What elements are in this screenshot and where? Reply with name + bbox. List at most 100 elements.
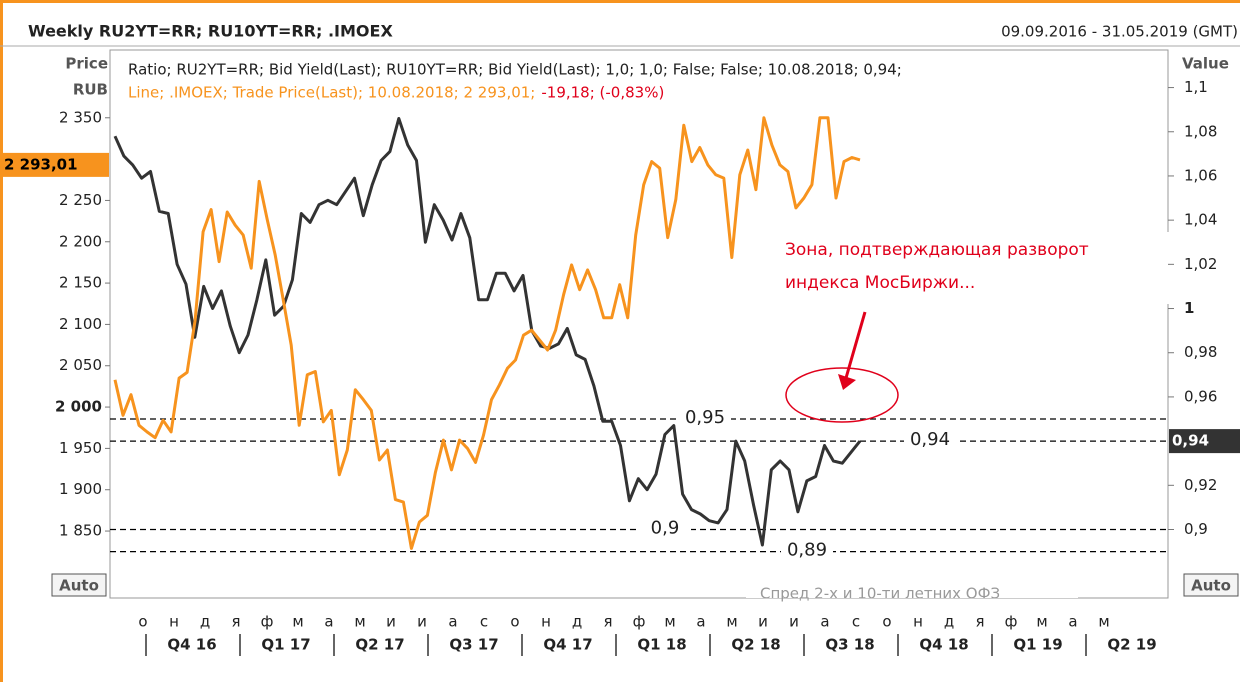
frame-left xyxy=(0,0,3,682)
annotation: индекса МосБиржи... xyxy=(785,273,975,293)
y-tick-label: 2 150 xyxy=(59,274,102,292)
y-tick-label: 2 250 xyxy=(59,191,102,209)
month-label: а xyxy=(324,613,333,631)
quarter-label: Q2 19 xyxy=(1107,636,1156,654)
quarter-label: Q4 17 xyxy=(543,636,592,654)
y2-tick-label: 1,04 xyxy=(1184,211,1217,229)
month-label: н xyxy=(541,613,551,631)
reference-label: 0,9 xyxy=(651,518,680,539)
quarter-label: Q1 17 xyxy=(261,636,310,654)
month-label: а xyxy=(696,613,705,631)
quarter-label: Q4 16 xyxy=(167,636,216,654)
y-label: RUB xyxy=(73,81,108,99)
month-label: д xyxy=(200,613,210,631)
month-label: и xyxy=(758,613,768,631)
quarter-label: Q1 19 xyxy=(1013,636,1062,654)
y2-tick-label: 1,02 xyxy=(1184,255,1217,273)
y-tick-label: 2 050 xyxy=(59,356,102,374)
month-label: а xyxy=(820,613,829,631)
y2-label: Value xyxy=(1182,55,1229,73)
month-label: я xyxy=(603,613,612,631)
reference-label-bg xyxy=(639,517,691,540)
month-label: а xyxy=(448,613,457,631)
y-label: Price xyxy=(65,55,108,73)
annotation: Зона, подтверждающая разворот xyxy=(785,240,1089,260)
month-label: м xyxy=(354,613,365,631)
quarter-label: Q2 17 xyxy=(355,636,404,654)
date-range: 09.09.2016 - 31.05.2019 (GMT) xyxy=(1001,23,1238,41)
month-label: н xyxy=(913,613,923,631)
month-label: о xyxy=(882,613,891,631)
month-label: д xyxy=(944,613,954,631)
month-label: а xyxy=(1068,613,1077,631)
month-label: ф xyxy=(633,613,646,631)
legend-change: -19,18; (-0,83%) xyxy=(541,84,664,102)
arrow xyxy=(844,311,867,379)
reference-label-bg xyxy=(904,429,956,452)
y2-tick-label: 1 xyxy=(1184,299,1194,317)
last-value-tag xyxy=(1169,429,1240,454)
quarter-label: Q3 17 xyxy=(449,636,498,654)
reference-label: 0,94 xyxy=(910,429,950,450)
quarter-label: Q3 18 xyxy=(825,636,874,654)
last-value-tag xyxy=(0,152,109,177)
y-tick-label: 2 350 xyxy=(59,108,102,126)
series-line xyxy=(113,117,862,547)
month-label: н xyxy=(169,613,179,631)
plot xyxy=(110,116,1168,553)
reference-label: 0,95 xyxy=(685,407,725,428)
month-label: о xyxy=(510,613,519,631)
month-label: м xyxy=(292,613,303,631)
auto-button[interactable] xyxy=(51,573,107,597)
month-label: ф xyxy=(1005,613,1018,631)
footnote: Спред 2-х и 10-ти летних ОФЗ xyxy=(760,585,1000,603)
frame-top xyxy=(0,0,1240,3)
y2-tick-label: 0,98 xyxy=(1184,343,1217,361)
y-tick-label: 1 850 xyxy=(59,522,102,540)
y2-tick-label: 0,92 xyxy=(1184,476,1217,494)
last-value-label: 2 293,01 xyxy=(4,155,78,173)
month-label: и xyxy=(789,613,799,631)
month-label: м xyxy=(1036,613,1047,631)
month-label: я xyxy=(231,613,240,631)
plot-area xyxy=(109,49,1169,599)
y2-tick-label: 0,96 xyxy=(1184,387,1217,405)
zone-ellipse xyxy=(785,367,899,423)
month-label: с xyxy=(852,613,860,631)
month-label: м xyxy=(664,613,675,631)
auto-button[interactable] xyxy=(1183,573,1239,597)
month-label: о xyxy=(138,613,147,631)
chart-title: Weekly RU2YT=RR; RU10YT=RR; .IMOEX xyxy=(28,22,393,41)
annotation-box xyxy=(770,232,1170,304)
legend-entry: Line; .IMOEX; Trade Price(Last); 10.08.2… xyxy=(128,84,535,102)
y-tick-label: 1 900 xyxy=(59,480,102,498)
y2-tick-label: 1,06 xyxy=(1184,166,1217,184)
footnote-box xyxy=(746,575,1078,598)
month-label: д xyxy=(572,613,582,631)
month-label: ф xyxy=(261,613,274,631)
y-tick-label: 2 000 xyxy=(55,398,102,416)
month-label: м xyxy=(726,613,737,631)
reference-label: 0,89 xyxy=(787,540,827,561)
last-value-label: 0,94 xyxy=(1172,432,1209,450)
y2-tick-label: 1,08 xyxy=(1184,122,1217,140)
y-tick-label: 1 950 xyxy=(59,439,102,457)
month-label: м xyxy=(1098,613,1109,631)
month-label: и xyxy=(386,613,396,631)
arrow-head xyxy=(838,374,856,390)
y-tick-label: 2 100 xyxy=(59,315,102,333)
y-tick-label: 2 200 xyxy=(59,232,102,250)
legend-entry: Ratio; RU2YT=RR; Bid Yield(Last); RU10YT… xyxy=(128,61,902,79)
y2-tick-label: 0,9 xyxy=(1184,520,1208,538)
legend-box xyxy=(118,54,1148,106)
month-label: я xyxy=(975,613,984,631)
reference-label-bg xyxy=(679,407,731,430)
series-line xyxy=(113,116,861,550)
reference-label-bg xyxy=(781,539,833,562)
month-label: и xyxy=(417,613,427,631)
auto-label: Auto xyxy=(59,577,99,595)
quarter-label: Q1 18 xyxy=(637,636,686,654)
y2-tick-label: 1,1 xyxy=(1184,78,1208,96)
month-label: с xyxy=(480,613,488,631)
